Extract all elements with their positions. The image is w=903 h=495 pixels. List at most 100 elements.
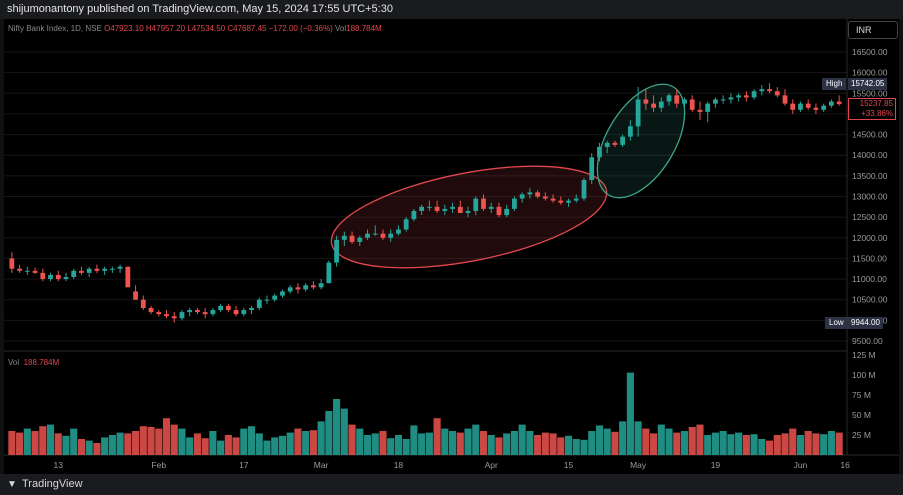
volume-bar	[750, 434, 758, 455]
time-tick-label: 13	[54, 460, 64, 470]
candle-body	[55, 274, 61, 280]
candle-body	[627, 126, 633, 137]
price-axis[interactable]: 16500.0016000.0015500.0015000.0014500.00…	[852, 47, 888, 346]
candle-body	[287, 287, 293, 292]
volume-bar	[603, 428, 611, 455]
candle-body	[264, 299, 270, 301]
volume-bars	[8, 372, 843, 455]
time-tick-label: Apr	[485, 460, 498, 470]
price-tick-label: 15500.00	[852, 88, 888, 98]
volume-tick-label: 75 M	[852, 390, 871, 400]
candle-body	[767, 89, 772, 92]
candle-body	[32, 270, 38, 273]
volume-bar	[178, 428, 186, 455]
volume-axis[interactable]: 125 M 100 M 75 M 50 M 25 M	[852, 350, 876, 440]
candle-body	[40, 272, 46, 280]
volume-bar	[804, 431, 812, 455]
candle-body	[148, 307, 154, 313]
candle-body	[403, 219, 409, 230]
tradingview-brand[interactable]: TradingView	[22, 478, 83, 490]
volume-bar	[456, 432, 464, 455]
candle-body	[349, 235, 355, 242]
volume-bar	[410, 425, 418, 455]
volume-bar	[85, 440, 93, 455]
volume-bar	[340, 408, 348, 455]
candle-body	[597, 146, 602, 158]
candle-body	[450, 206, 455, 209]
chart-frame[interactable]: 16500.0016000.0015500.0015000.0014500.00…	[4, 19, 899, 474]
price-tick-label: 16500.00	[852, 47, 888, 57]
change-value: −172.00 (−0.36%)	[268, 24, 333, 33]
grid-lines	[4, 51, 847, 342]
price-tick-label: 14000.00	[852, 150, 888, 160]
low-label: Low	[825, 317, 848, 329]
volume-bar	[588, 431, 596, 455]
candle-body	[457, 206, 463, 214]
symbol-label: Nifty Bank Index, 1D, NSE	[8, 24, 102, 33]
volume-bar	[402, 439, 410, 455]
candle-body	[71, 270, 77, 278]
volume-bar	[742, 435, 750, 455]
volume-bar	[193, 433, 201, 455]
price-tick-label: 16000.00	[852, 68, 888, 78]
volume-tick-label: 100 M	[852, 370, 876, 380]
volume-bar	[611, 431, 619, 455]
candle-body	[63, 277, 69, 280]
candle-body	[697, 109, 703, 112]
candle-body	[566, 200, 571, 203]
price-chart[interactable]: 16500.0016000.0015500.0015000.0014500.00…	[4, 19, 899, 474]
volume-bar	[139, 426, 147, 455]
candle-body	[798, 103, 803, 110]
candlestick-series	[9, 83, 842, 323]
candle-body	[829, 101, 834, 106]
volume-bar	[464, 428, 472, 455]
volume-bar	[108, 435, 116, 455]
price-tick-label: 12000.00	[852, 233, 888, 243]
candle-body	[713, 99, 718, 104]
candle-body	[48, 274, 53, 280]
candle-body	[743, 95, 749, 98]
candle-body	[805, 103, 811, 108]
candle-body	[581, 179, 587, 199]
candle-body	[396, 229, 401, 234]
candle-body	[24, 270, 30, 272]
volume-legend-value: 188.784M	[23, 358, 60, 367]
volume-bar	[418, 433, 426, 455]
candle-body	[643, 99, 649, 104]
volume-bar	[580, 439, 588, 455]
volume-bar	[441, 428, 449, 455]
candle-body	[117, 266, 123, 269]
publish-info-bar: shijumonantony published on TradingView.…	[0, 0, 903, 19]
tradingview-logo-icon[interactable]: ▼	[7, 479, 17, 490]
volume-bar	[162, 418, 171, 455]
price-tick-label: 12500.00	[852, 212, 888, 222]
candle-body	[318, 283, 324, 288]
time-tick-label: 15	[564, 460, 574, 470]
volume-bar	[186, 437, 194, 455]
volume-bar	[101, 437, 109, 455]
volume-tick-label: 25 M	[852, 430, 871, 440]
time-tick-label: Jun	[794, 460, 808, 470]
candle-body	[728, 97, 734, 100]
time-tick-label: 16	[840, 460, 850, 470]
volume-bar	[425, 432, 433, 455]
candle-body	[434, 206, 440, 211]
candle-body	[813, 107, 819, 110]
candle-body	[256, 299, 262, 308]
volume-bar	[333, 399, 341, 455]
candle-body	[573, 198, 579, 201]
candle-body	[102, 268, 108, 271]
candle-body	[705, 103, 711, 112]
candle-body	[372, 233, 378, 235]
candle-body	[620, 136, 626, 145]
currency-selector[interactable]: INR	[848, 21, 898, 39]
volume-bar	[650, 433, 658, 455]
candle-body	[682, 99, 687, 104]
time-axis[interactable]: 13 Feb 17 Mar 18 Apr 15 May 19 Jun 16	[54, 460, 851, 470]
volume-bar	[356, 428, 364, 455]
candle-body	[442, 208, 448, 211]
volume-label: Vol	[335, 24, 347, 33]
candle-body	[821, 105, 827, 110]
high-value: H47957.20	[145, 24, 186, 33]
candle-body	[535, 192, 541, 197]
